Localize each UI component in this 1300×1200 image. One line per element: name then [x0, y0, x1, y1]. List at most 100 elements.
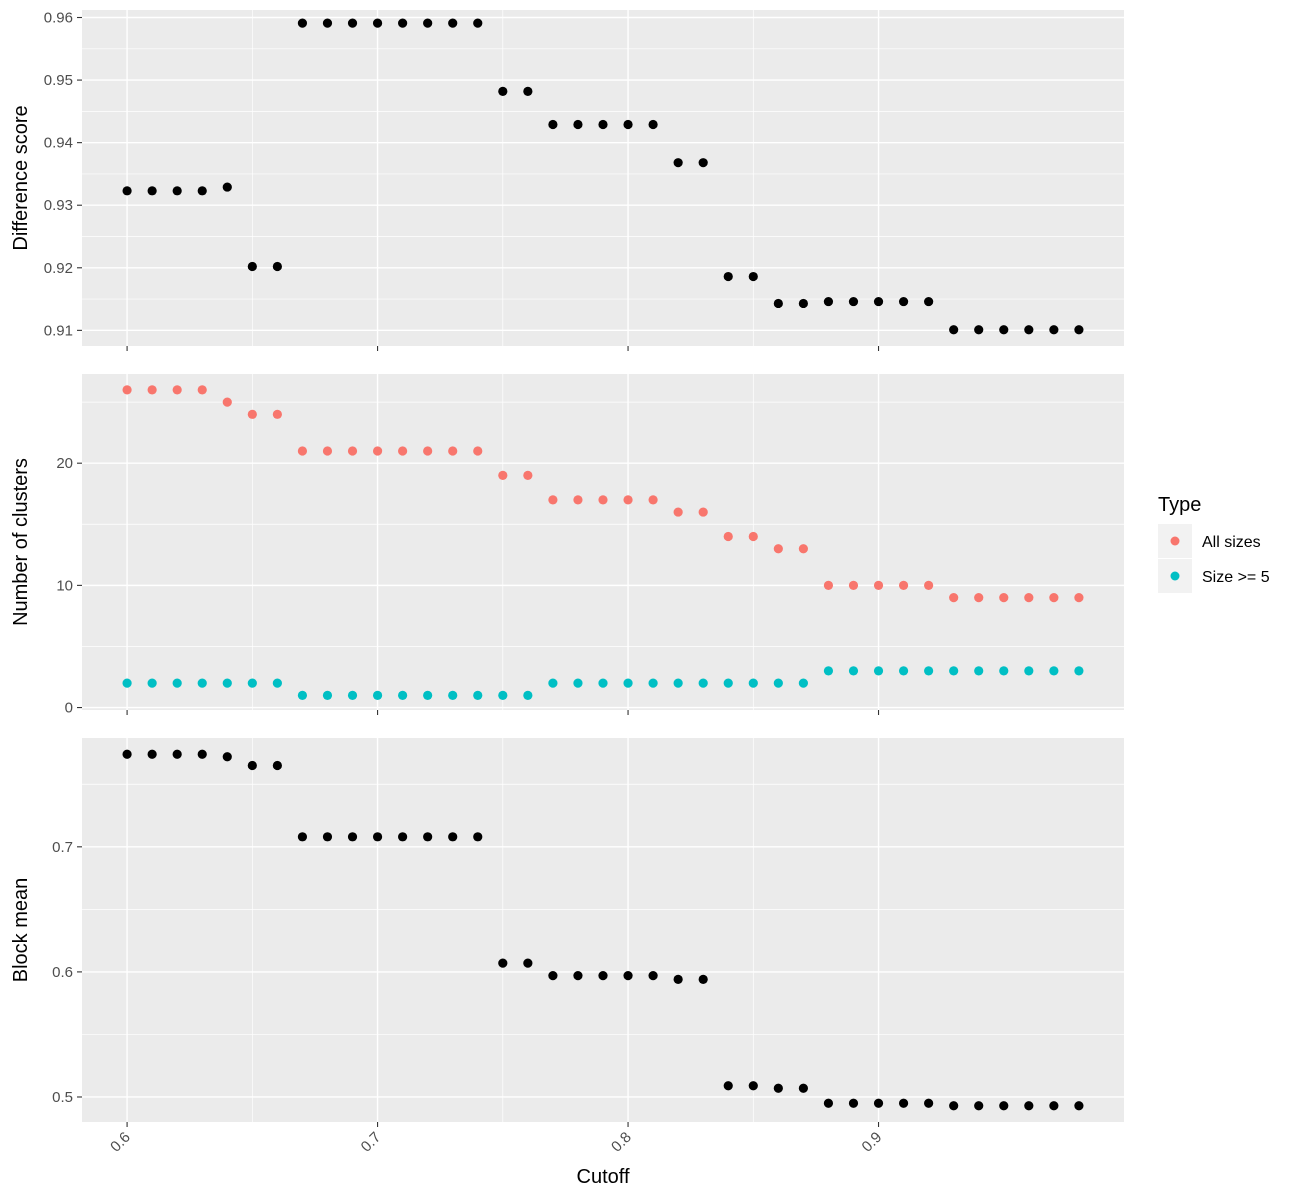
y-tick-label-difference-score: 0.92: [44, 260, 73, 277]
data-point: [773, 298, 783, 309]
data-point: [548, 495, 558, 505]
data-point: [372, 446, 383, 456]
y-tick-label-difference-score: 0.96: [44, 10, 73, 27]
data-point: [1049, 592, 1059, 603]
data-point: [999, 592, 1009, 603]
data-point: [322, 832, 333, 842]
data-point: [573, 119, 583, 130]
data-point: [898, 1098, 909, 1108]
legend-label-all-sizes: All sizes: [1202, 534, 1261, 551]
data-point: [698, 678, 708, 688]
data-point: [924, 580, 934, 590]
data-point: [999, 1101, 1009, 1111]
data-point: [798, 678, 808, 688]
data-point: [222, 182, 232, 192]
data-point: [848, 580, 859, 590]
data-point: [122, 678, 132, 688]
data-point: [623, 971, 633, 981]
data-point: [498, 690, 508, 700]
data-point: [748, 1081, 758, 1091]
data-point: [448, 446, 458, 456]
data-point: [272, 409, 282, 419]
data-point: [949, 592, 959, 603]
x-tick-label: 0.9: [859, 1129, 886, 1156]
data-point: [999, 325, 1009, 335]
y-tick-label-number-of-clusters: 0: [65, 700, 73, 717]
data-point: [548, 119, 558, 130]
data-point: [372, 690, 383, 700]
data-point: [197, 186, 207, 196]
data-point: [347, 832, 358, 842]
data-point: [598, 678, 608, 688]
data-point: [197, 385, 207, 395]
y-tick-label-number-of-clusters: 20: [56, 455, 73, 472]
series-difference-score-0: [122, 18, 1084, 335]
data-point: [898, 296, 909, 307]
data-point: [848, 296, 859, 307]
y-tick-label-difference-score: 0.95: [44, 72, 73, 89]
data-point: [347, 18, 358, 28]
series-number-of-clusters-0: [122, 385, 1084, 603]
y-tick-label-difference-score: 0.93: [44, 197, 73, 214]
data-point: [247, 261, 257, 272]
data-point: [848, 1098, 859, 1108]
data-point: [974, 325, 984, 335]
data-point: [147, 678, 157, 688]
data-point: [523, 470, 533, 481]
legend-key-all-sizes: [1170, 536, 1180, 546]
data-point: [773, 1083, 783, 1093]
data-point: [322, 446, 333, 456]
y-tick-label-number-of-clusters: 10: [56, 577, 73, 594]
data-point: [498, 470, 508, 481]
legend-key-size-5: [1170, 571, 1180, 581]
data-point: [247, 760, 257, 771]
data-point: [823, 580, 834, 590]
data-point: [1024, 325, 1034, 335]
series-number-of-clusters-1: [122, 666, 1084, 700]
data-point: [773, 678, 783, 688]
data-point: [423, 832, 433, 842]
data-point: [623, 495, 633, 505]
data-point: [873, 580, 884, 590]
data-point: [798, 544, 808, 554]
y-tick-label-block-mean: 0.5: [52, 1089, 73, 1106]
data-point: [924, 296, 934, 307]
data-point: [673, 158, 683, 168]
data-point: [222, 678, 232, 688]
legend-label-size-5: Size >= 5: [1202, 569, 1270, 586]
y-tick-label-difference-score: 0.94: [44, 135, 73, 152]
data-point: [498, 86, 508, 96]
data-point: [1074, 592, 1084, 603]
data-point: [197, 678, 207, 688]
data-point: [1074, 666, 1084, 676]
data-point: [448, 690, 458, 700]
data-point: [473, 690, 483, 700]
x-tick-label: 0.6: [107, 1129, 134, 1156]
panel-background-block-mean: [82, 738, 1124, 1122]
data-point: [873, 1098, 884, 1108]
data-point: [1074, 325, 1084, 335]
data-point: [648, 495, 658, 505]
y-tick-label-block-mean: 0.6: [52, 964, 73, 981]
data-point: [1074, 1101, 1084, 1111]
data-point: [1049, 666, 1059, 676]
data-point: [272, 760, 282, 771]
data-point: [272, 678, 282, 688]
data-point: [498, 958, 508, 968]
data-point: [423, 690, 433, 700]
panel-background-number-of-clusters: [82, 374, 1124, 710]
data-point: [823, 296, 834, 307]
data-point: [898, 580, 909, 590]
data-point: [398, 446, 408, 456]
series-block-mean-0: [122, 749, 1084, 1111]
data-point: [523, 690, 533, 700]
data-point: [297, 18, 308, 28]
data-point: [823, 666, 834, 676]
data-point: [523, 958, 533, 968]
data-point: [448, 832, 458, 842]
panels-layer: 0.91 0.92 0.93 0.94 0.95 0.96 Difference score…: [10, 10, 1124, 1156]
data-point: [172, 678, 182, 688]
data-point: [122, 749, 132, 759]
data-point: [222, 752, 232, 762]
